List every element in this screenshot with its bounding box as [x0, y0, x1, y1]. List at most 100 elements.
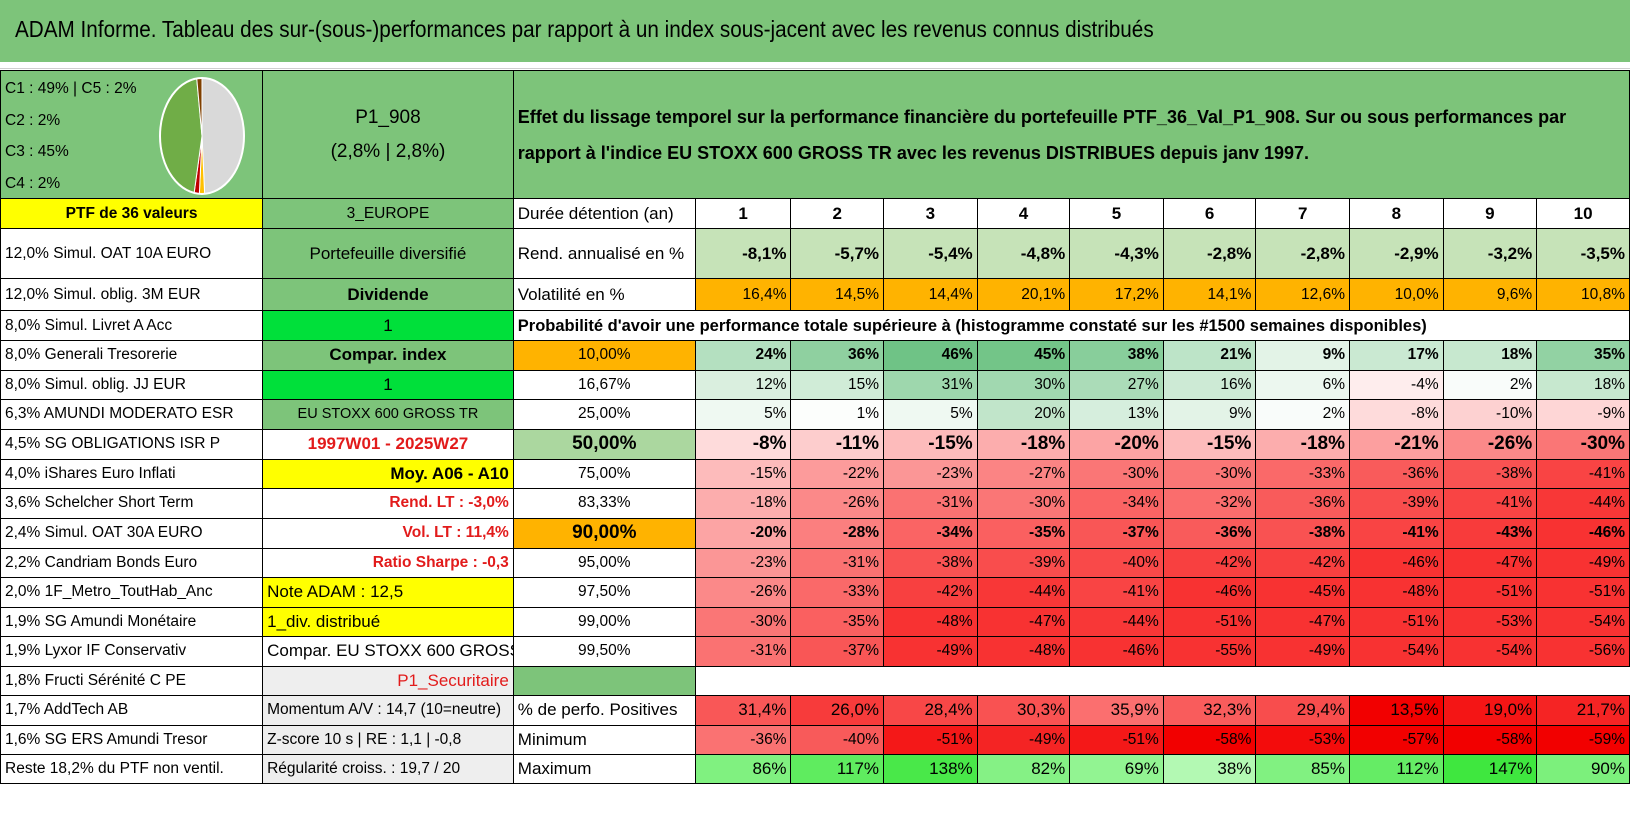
probability-value: -47% — [976, 606, 1071, 637]
probability-value: -47% — [1255, 606, 1350, 637]
probability-value: -26% — [1442, 428, 1538, 460]
probability-value: -46% — [1536, 517, 1630, 549]
minimum-value: -59% — [1536, 724, 1630, 755]
probability-value: -48% — [1349, 577, 1444, 608]
probability-value: -56% — [1536, 636, 1630, 667]
probability-value: -54% — [1349, 636, 1444, 667]
probability-value: -36% — [1255, 488, 1350, 519]
rend-value: -2,8% — [1162, 228, 1257, 279]
minimum-value: -49% — [976, 724, 1071, 755]
minimum-value: -57% — [1349, 724, 1444, 755]
rend-value: -4,8% — [976, 228, 1071, 279]
probability-value: -44% — [976, 577, 1071, 608]
probability-value: -38% — [883, 547, 978, 578]
period-header-cell: 1 — [694, 198, 792, 229]
probability-value: -39% — [1349, 488, 1444, 519]
empty-cell — [512, 665, 696, 696]
threshold-cell: 50,00% — [512, 428, 696, 460]
info-cell: Dividende — [262, 278, 514, 311]
info-cell: Vol. LT : 11,4% — [262, 517, 514, 549]
positive-pct-value: 28,4% — [883, 694, 978, 726]
pie-legend-line: C3 : 45% — [5, 143, 69, 160]
probability-value: -30% — [1162, 458, 1257, 489]
probability-value: 1% — [790, 399, 885, 430]
rend-value: -5,7% — [790, 228, 885, 279]
probability-value: 31% — [883, 369, 978, 400]
positive-pct-value: 13,5% — [1349, 694, 1444, 726]
probability-value: -39% — [976, 547, 1071, 578]
probability-value: -18% — [976, 428, 1071, 460]
table-row: 8,0% Generali Tresorerie Compar. index 10,… — [0, 340, 1630, 371]
probability-value: -53% — [1442, 606, 1538, 637]
portfolio-description: Effet du lissage temporel sur la perform… — [512, 70, 1630, 199]
probability-value: -8% — [694, 428, 792, 460]
threshold-cell: 83,33% — [512, 488, 696, 519]
probability-value: -51% — [1536, 577, 1630, 608]
zone-label: 3_EUROPE — [262, 198, 514, 229]
portfolio-perf: (2,8% | 2,8%) — [330, 140, 446, 162]
row-label: Minimum — [512, 724, 696, 755]
holding-label: 4,5% SG OBLIGATIONS ISR P — [0, 428, 264, 460]
info-cell: Note ADAM : 12,5 — [262, 577, 514, 608]
probability-value: -15% — [1162, 428, 1257, 460]
probability-value: 9% — [1255, 340, 1350, 371]
probability-value: -38% — [1442, 458, 1538, 489]
row-label: Volatilité en % — [512, 278, 696, 311]
table-row: 12,0% Simul. OAT 10A EURO Portefeuille di… — [0, 228, 1630, 279]
probability-value: -46% — [1162, 577, 1257, 608]
probability-value: 36% — [790, 340, 885, 371]
holding-label: 1,9% Lyxor IF Conservativ — [0, 636, 264, 667]
probability-value: -26% — [694, 577, 792, 608]
info-cell: 1_div. distribué — [262, 606, 514, 637]
probability-value: -46% — [1349, 547, 1444, 578]
probability-value: -36% — [1349, 458, 1444, 489]
probability-value: -28% — [790, 517, 885, 549]
vol-value: 10,8% — [1536, 278, 1630, 311]
table-row: 1,8% Fructi Sérénité C PE P1_Securitaire — [0, 665, 1630, 696]
probability-value: 6% — [1255, 369, 1350, 400]
rend-value: -2,9% — [1349, 228, 1444, 279]
probability-value: -54% — [1442, 636, 1538, 667]
holding-label: 8,0% Generali Tresorerie — [0, 340, 264, 371]
maximum-value: 147% — [1442, 753, 1538, 784]
probability-value: -9% — [1536, 399, 1630, 430]
maximum-value: 38% — [1162, 753, 1257, 784]
minimum-value: -51% — [1069, 724, 1164, 755]
minimum-value: -51% — [883, 724, 978, 755]
probability-value: -45% — [1255, 577, 1350, 608]
probability-value: -30% — [1536, 428, 1630, 460]
pie-legend-line: C2 : 2% — [5, 111, 61, 129]
period-header-cell: 9 — [1442, 198, 1538, 229]
probability-value: -37% — [790, 636, 885, 667]
vol-value: 14,1% — [1162, 278, 1257, 311]
positive-pct-value: 19,0% — [1442, 694, 1538, 726]
probability-value: -27% — [976, 458, 1071, 489]
probability-value: 2% — [1442, 369, 1538, 400]
holding-label: 12,0% Simul. OAT 10A EURO — [0, 228, 264, 279]
probability-value: -44% — [1536, 488, 1630, 519]
rend-value: -5,4% — [883, 228, 978, 279]
info-cell: 1 — [262, 369, 514, 400]
table-row: 2,2% Candriam Bonds Euro Ratio Sharpe : -… — [0, 547, 1630, 578]
probability-value: -26% — [790, 488, 885, 519]
period-header-cell: 2 — [790, 198, 885, 229]
probability-value: -34% — [883, 517, 978, 549]
probability-value: -46% — [1069, 636, 1164, 667]
probability-value: -11% — [790, 428, 885, 460]
holding-label: 1,7% AddTech AB — [0, 694, 264, 726]
probability-value: 15% — [790, 369, 885, 400]
vol-value: 14,5% — [790, 278, 885, 311]
probability-value: 9% — [1162, 399, 1257, 430]
probability-value: 35% — [1536, 340, 1630, 371]
table-row: 12,0% Simul. oblig. 3M EUR Dividende Volat… — [0, 278, 1630, 311]
threshold-cell: 95,00% — [512, 547, 696, 578]
probability-value: -31% — [790, 547, 885, 578]
probability-value: -31% — [883, 488, 978, 519]
table-row: 6,3% AMUNDI MODERATO ESR EU STOXX 600 GRO… — [0, 399, 1630, 430]
portfolio-id-cell: P1_908 (2,8% | 2,8%) — [262, 70, 514, 199]
info-cell: Ratio Sharpe : -0,3 — [262, 547, 514, 578]
probability-value: -18% — [1255, 428, 1350, 460]
pie-panel: C1 : 49% | C5 : 2% C2 : 2% C3 : 45% C4 :… — [0, 70, 264, 199]
table-row: 8,0% Simul. oblig. JJ EUR 1 16,67% 12% 15% 31… — [0, 369, 1630, 400]
probability-value: -15% — [883, 428, 978, 460]
